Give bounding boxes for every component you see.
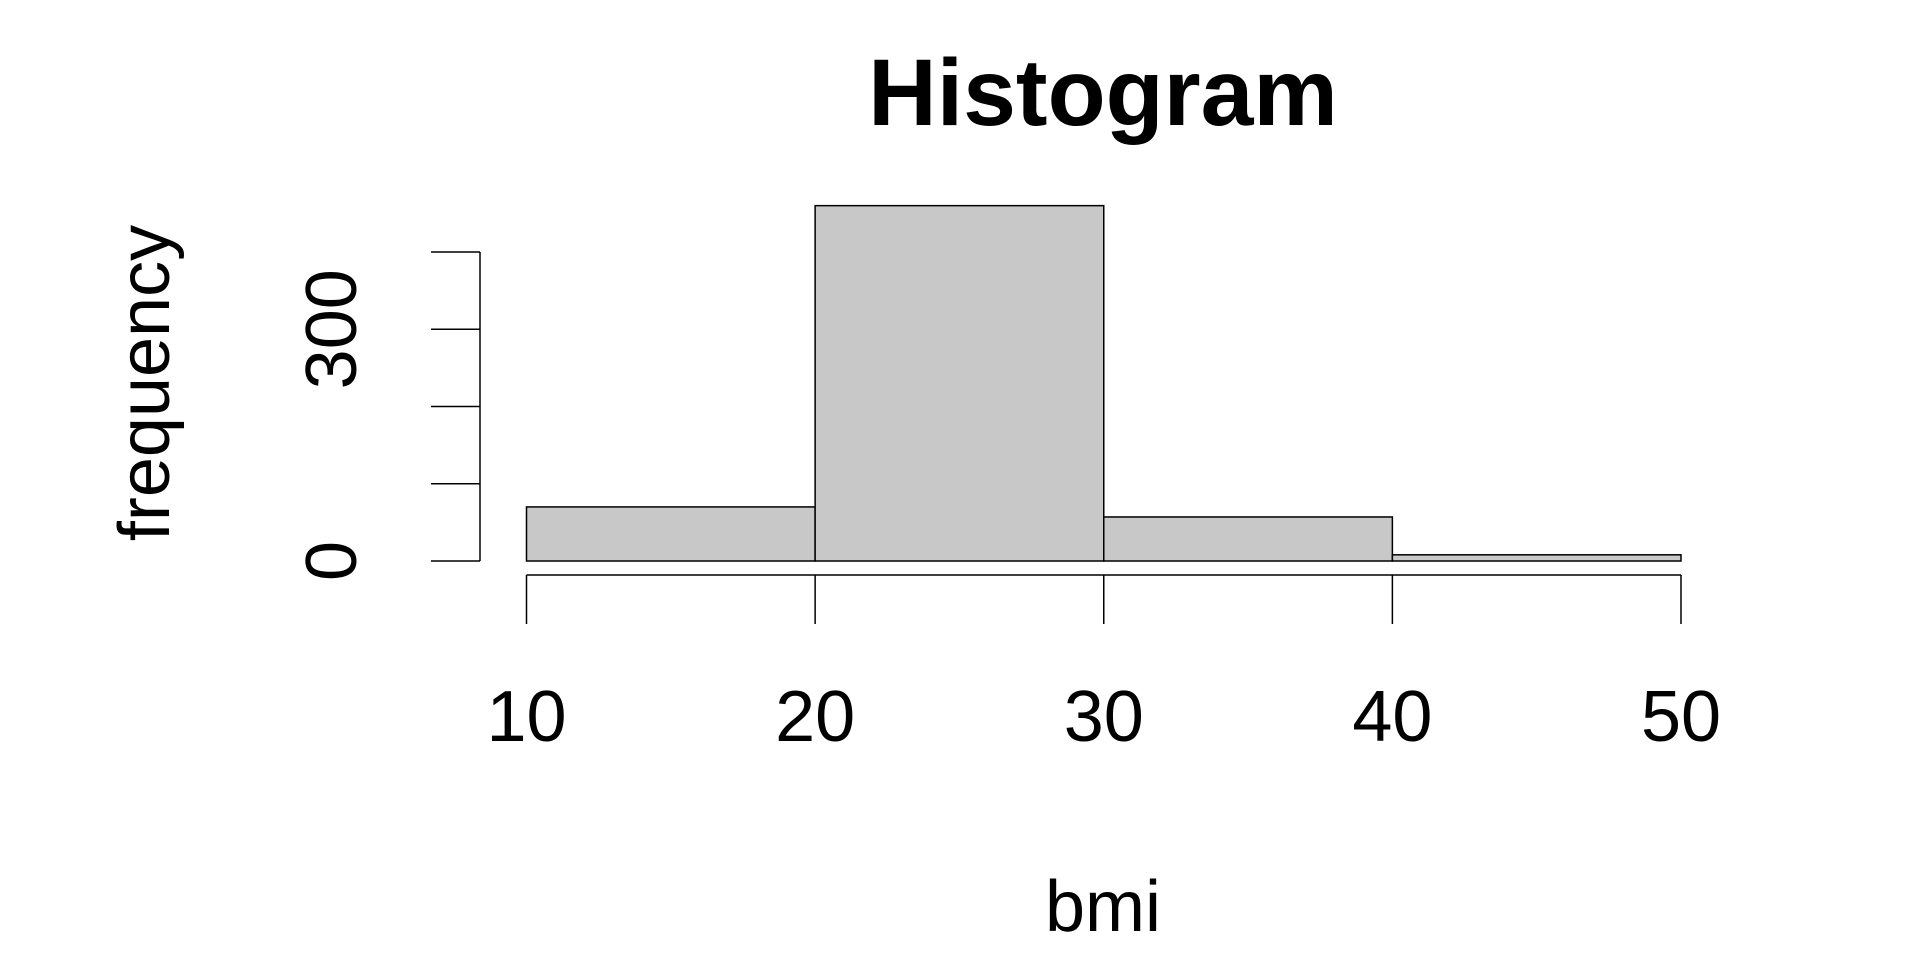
x-tick-label: 50 — [1641, 677, 1721, 757]
x-tick-label: 30 — [1064, 677, 1144, 757]
y-axis-label: frequency — [105, 225, 185, 541]
x-tick-label: 20 — [775, 677, 855, 757]
y-tick-label: 300 — [292, 269, 372, 389]
bar — [1391, 554, 1682, 562]
y-tick-label: 0 — [292, 541, 372, 581]
chart-title: Histogram — [868, 40, 1338, 146]
x-tick-label: 10 — [486, 677, 566, 757]
bar — [525, 506, 816, 562]
x-tick-label: 40 — [1352, 677, 1432, 757]
x-axis-label: bmi — [1045, 867, 1161, 947]
bar — [1103, 516, 1394, 562]
bar — [814, 204, 1105, 562]
